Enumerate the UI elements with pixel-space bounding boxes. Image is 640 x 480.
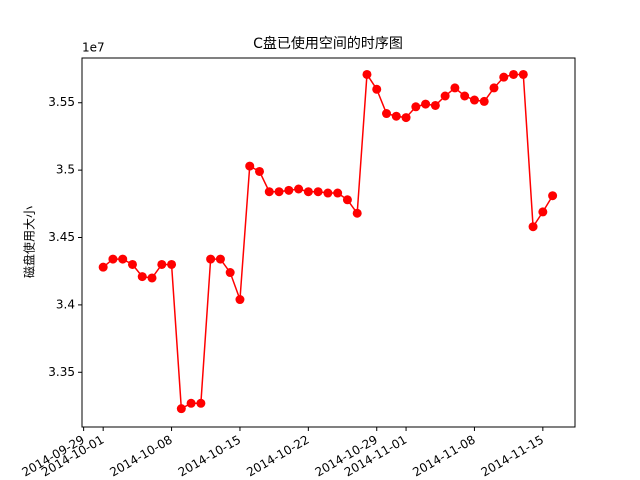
point [206,254,216,264]
point [294,184,304,194]
point [382,109,392,119]
point [245,161,255,171]
point [264,187,274,197]
point [342,195,352,205]
y-tick-label: 3.5 [56,163,75,177]
point [411,102,421,112]
point [479,96,489,106]
point [469,95,479,105]
y-axis-label: 磁盘使用大小 [22,206,37,278]
point [167,259,177,269]
point [147,273,157,283]
point [127,259,137,269]
x-tick-label: 2014-11-08 [410,433,477,480]
point [98,262,108,272]
point [499,72,509,82]
point [196,398,206,408]
point [274,187,284,197]
point [518,69,528,79]
point [333,188,343,198]
point [284,185,294,195]
y-tick-label: 3.35 [48,365,75,379]
point [303,187,313,197]
series-line [102,72,554,410]
point [157,259,167,269]
point [235,295,245,305]
point [528,222,538,232]
point [313,187,323,197]
point [421,99,431,109]
point [254,166,264,176]
x-tick-label: 2014-10-08 [107,433,174,480]
point [186,398,196,408]
plot-frame [81,57,576,428]
point [323,188,333,198]
x-tick-label: 2014-10-22 [244,433,311,480]
point [118,254,128,264]
point [460,91,470,101]
x-tick-label: 2014-10-15 [176,433,243,480]
point [137,272,147,282]
point [450,83,460,93]
point [548,191,558,201]
y-offset-label: 1e7 [82,41,105,55]
point [176,404,186,414]
point [352,208,362,218]
point [489,83,499,93]
y-tick-label: 3.45 [48,230,75,244]
point [108,254,118,264]
point [401,113,411,123]
y-tick-label: 3.4 [56,297,75,311]
point [362,69,372,79]
chart-title: C盘已使用空间的时序图 [253,35,403,52]
point [391,111,401,121]
point [440,91,450,101]
point [215,254,225,264]
point [538,207,548,217]
point [225,268,235,278]
x-tick-label: 2014-11-15 [479,433,546,480]
point [430,100,440,110]
point [509,69,519,79]
point [372,84,382,94]
y-tick-label: 3.55 [48,95,75,109]
